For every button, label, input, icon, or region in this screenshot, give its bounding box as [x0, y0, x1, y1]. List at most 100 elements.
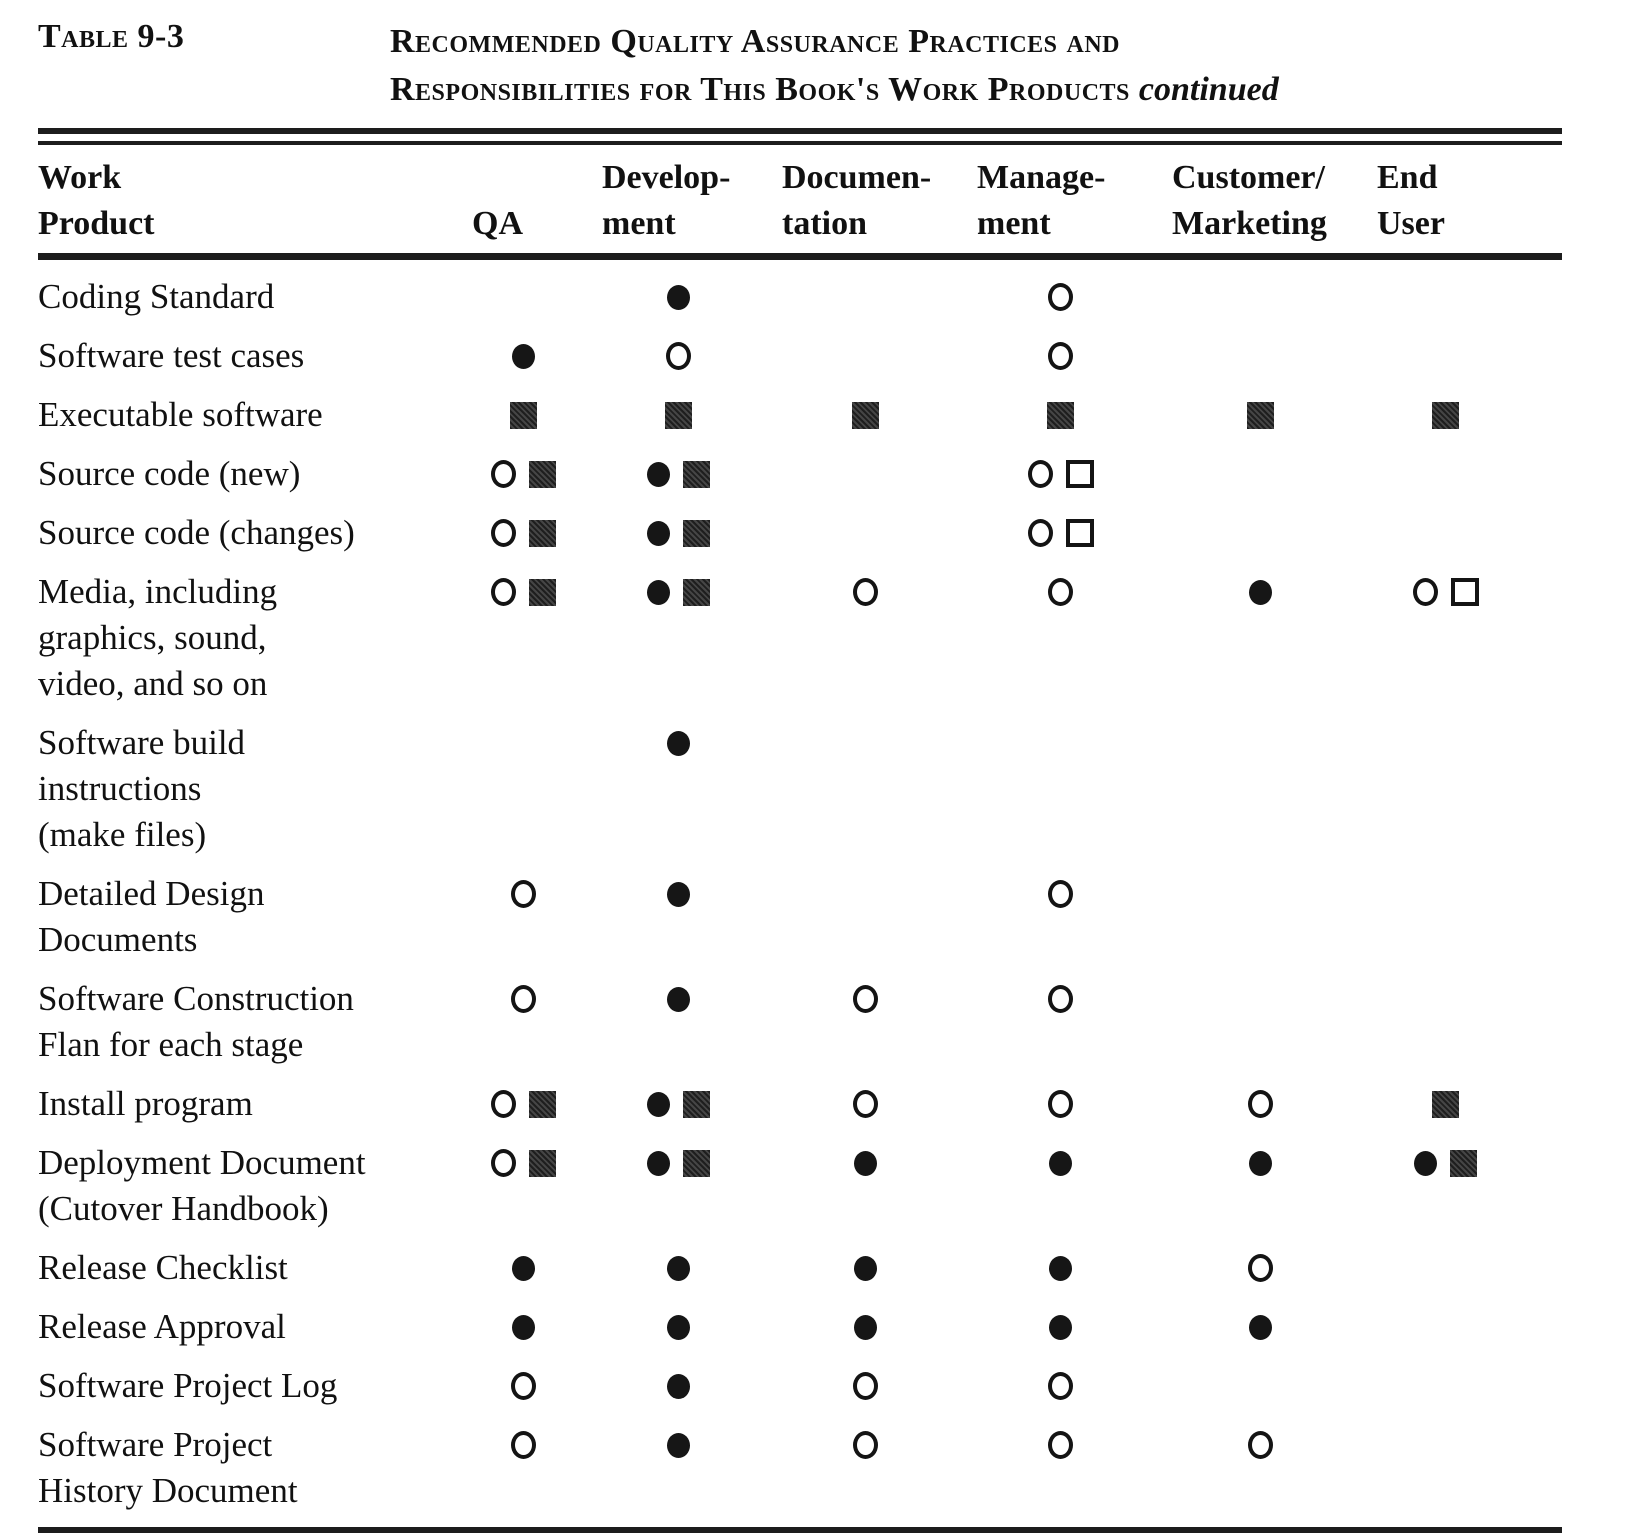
filled-circle-icon [666, 986, 690, 1012]
table-body: Coding Standard Software test cases Execut… [38, 274, 1562, 1514]
filled-square-icon [664, 401, 692, 429]
open-circle-icon [490, 578, 516, 606]
cell-customer-marketing [1158, 1140, 1363, 1186]
column-header-line: Develop- [602, 159, 731, 196]
table-row: Software Project History Document [38, 1422, 1528, 1514]
top-rule-upper [38, 128, 1562, 134]
table-label: Table 9-3 [38, 18, 185, 55]
filled-square-icon [528, 578, 556, 606]
column-header-documentation: Documen-tation [768, 155, 963, 247]
cell-documentation [768, 510, 963, 556]
filled-square-icon [1432, 1090, 1459, 1118]
table-row: Source code (changes) [38, 510, 1528, 556]
cell-end-user [1363, 451, 1528, 497]
open-circle-icon [1027, 460, 1053, 488]
column-header-end-user: End User [1363, 155, 1528, 247]
open-circle-icon [1412, 578, 1438, 606]
open-circle-icon [1048, 1090, 1073, 1118]
work-product-label-line: Release Checklist [38, 1248, 288, 1287]
cell-development [588, 451, 768, 497]
column-header-line: QA [472, 205, 523, 242]
cell-documentation [768, 720, 963, 766]
cell-management [963, 1363, 1158, 1409]
column-header-work-product: Work Product [38, 155, 458, 247]
cell-customer-marketing [1158, 871, 1363, 917]
table-title: Recommended Quality Assurance Practices … [390, 18, 1279, 114]
work-product-label-line: Release Approval [38, 1307, 286, 1346]
work-product-label-line: video, and so on [38, 664, 268, 703]
filled-circle-icon [854, 1314, 877, 1340]
cell-documentation [768, 274, 963, 320]
work-product-label-line: Flan for each stage [38, 1025, 304, 1064]
cell-management [963, 1304, 1158, 1350]
column-header-line: tation [782, 205, 867, 242]
cell-end-user [1363, 871, 1528, 917]
open-circle-icon [1048, 578, 1073, 606]
cell-qa [458, 1245, 588, 1291]
work-product-label: Detailed Design Documents [38, 871, 458, 963]
cell-management [963, 333, 1158, 379]
open-circle-icon [1048, 283, 1073, 311]
open-circle-icon [1248, 1254, 1273, 1282]
open-circle-icon [1248, 1090, 1273, 1118]
work-product-label-line: Media, including [38, 572, 278, 611]
work-product-label: Coding Standard [38, 274, 458, 320]
cell-documentation [768, 871, 963, 917]
cell-management [963, 510, 1158, 556]
open-circle-icon [490, 519, 516, 547]
column-header-line: Marketing [1172, 205, 1327, 242]
table-row: Install program [38, 1081, 1528, 1127]
cell-development [588, 1422, 768, 1468]
work-product-label-line: Software Project Log [38, 1366, 338, 1405]
cell-end-user [1363, 1081, 1528, 1127]
filled-circle-icon [1249, 1314, 1272, 1340]
filled-square-icon [682, 1149, 710, 1177]
work-product-label: Software build instructions (make files) [38, 720, 458, 858]
cell-development [588, 274, 768, 320]
filled-circle-icon [511, 1255, 535, 1281]
cell-development [588, 1304, 768, 1350]
cell-development [588, 569, 768, 615]
scanned-table-page: Table 9-3 Recommended Quality Assurance … [38, 0, 1562, 1533]
column-header-management: Manage-ment [963, 155, 1158, 247]
work-product-label: Deployment Document (Cutover Handbook) [38, 1140, 458, 1232]
table-row: Detailed Design Documents [38, 871, 1528, 963]
filled-circle-icon [666, 1432, 690, 1458]
cell-documentation [768, 1245, 963, 1291]
header-rule [38, 253, 1562, 260]
open-circle-icon [1248, 1431, 1273, 1459]
work-product-label-line: Source code (new) [38, 454, 301, 493]
cell-development [588, 333, 768, 379]
filled-circle-icon [646, 1091, 670, 1117]
open-square-icon [1450, 578, 1479, 606]
cell-customer-marketing [1158, 569, 1363, 615]
open-circle-icon [1048, 1431, 1073, 1459]
cell-customer-marketing [1158, 976, 1363, 1022]
column-header-line: End [1377, 159, 1438, 196]
table-row: Media, including graphics, sound, video, a… [38, 569, 1528, 707]
filled-circle-icon [666, 730, 690, 756]
work-product-label-line: Coding Standard [38, 277, 275, 316]
cell-customer-marketing [1158, 274, 1363, 320]
open-circle-icon [1048, 342, 1073, 370]
column-header-line: User [1377, 205, 1445, 242]
table-caption: Table 9-3 Recommended Quality Assurance … [38, 18, 1562, 114]
filled-circle-icon [1049, 1314, 1072, 1340]
cell-development [588, 1081, 768, 1127]
filled-circle-icon [666, 1373, 690, 1399]
filled-square-icon [682, 460, 710, 488]
work-product-label: Source code (new) [38, 451, 458, 497]
work-product-label-line: Software build [38, 723, 246, 762]
column-header-line: Customer/ [1172, 159, 1325, 196]
cell-documentation [768, 1140, 963, 1186]
cell-management [963, 720, 1158, 766]
open-circle-icon [1048, 1372, 1073, 1400]
filled-circle-icon [666, 1314, 690, 1340]
work-product-label: Source code (changes) [38, 510, 458, 556]
cell-end-user [1363, 976, 1528, 1022]
filled-square-icon [528, 460, 556, 488]
filled-square-icon [1247, 401, 1274, 429]
cell-management [963, 274, 1158, 320]
work-product-label: Release Approval [38, 1304, 458, 1350]
cell-qa [458, 1422, 588, 1468]
